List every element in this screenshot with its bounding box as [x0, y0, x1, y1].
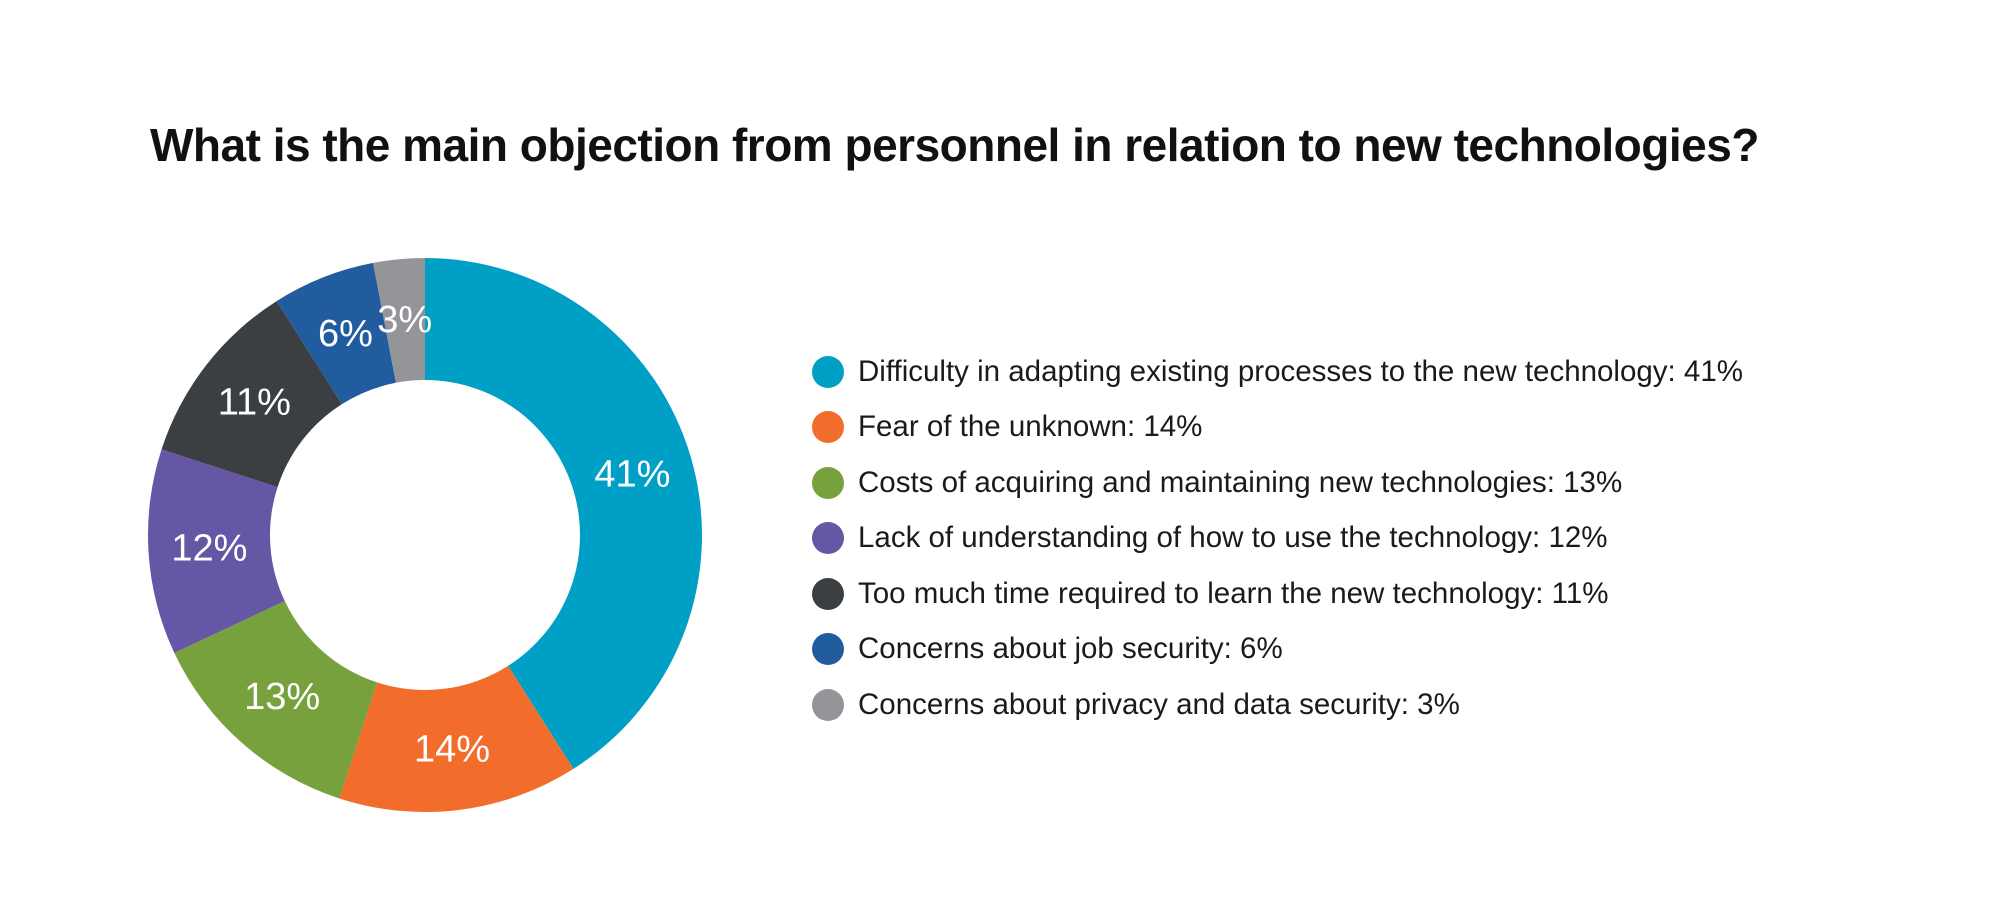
legend-swatch-icon: [812, 411, 844, 444]
legend-label: Concerns about job security: 6%: [858, 632, 1283, 666]
slice-label-1: 41%: [594, 454, 670, 496]
slice-label-2: 14%: [414, 728, 490, 770]
legend-label: Difficulty in adapting existing processe…: [858, 354, 1743, 388]
chart-legend: Difficulty in adapting existing processe…: [812, 344, 1743, 733]
legend-swatch-icon: [812, 577, 844, 610]
chart-title: What is the main objection from personne…: [150, 119, 1759, 171]
legend-item-2: Fear of the unknown: 14%: [812, 400, 1743, 456]
legend-label: Costs of acquiring and maintaining new t…: [858, 465, 1623, 499]
donut-slice-7: [373, 258, 425, 383]
legend-label: Lack of understanding of how to use the …: [858, 521, 1608, 555]
legend-swatch-icon: [812, 466, 844, 499]
legend-swatch-icon: [812, 355, 844, 388]
legend-swatch-icon: [812, 688, 844, 721]
donut-chart: 41% 14% 13% 12% 11% 6% 3%: [148, 258, 702, 812]
legend-item-6: Concerns about job security: 6%: [812, 622, 1743, 678]
donut-slice-3: [174, 600, 378, 799]
donut-slice-1: [425, 258, 702, 769]
slice-label-5: 11%: [218, 382, 291, 424]
donut-slice-5: [161, 301, 342, 488]
legend-label: Concerns about privacy and data security…: [858, 687, 1460, 721]
slice-label-7: 3%: [377, 299, 432, 341]
donut-slice-2: [339, 665, 574, 812]
slice-label-4: 12%: [171, 528, 247, 570]
legend-item-1: Difficulty in adapting existing processe…: [812, 344, 1743, 400]
legend-swatch-icon: [812, 633, 844, 666]
slice-label-6: 6%: [318, 313, 373, 355]
slice-label-3: 13%: [244, 676, 320, 718]
legend-item-3: Costs of acquiring and maintaining new t…: [812, 455, 1743, 511]
legend-swatch-icon: [812, 522, 844, 555]
legend-item-5: Too much time required to learn the new …: [812, 566, 1743, 622]
legend-item-7: Concerns about privacy and data security…: [812, 677, 1743, 733]
legend-label: Too much time required to learn the new …: [858, 576, 1609, 610]
legend-label: Fear of the unknown: 14%: [858, 410, 1203, 444]
donut-slice-4: [148, 449, 285, 653]
donut-slice-6: [276, 262, 396, 405]
legend-item-4: Lack of understanding of how to use the …: [812, 511, 1743, 567]
